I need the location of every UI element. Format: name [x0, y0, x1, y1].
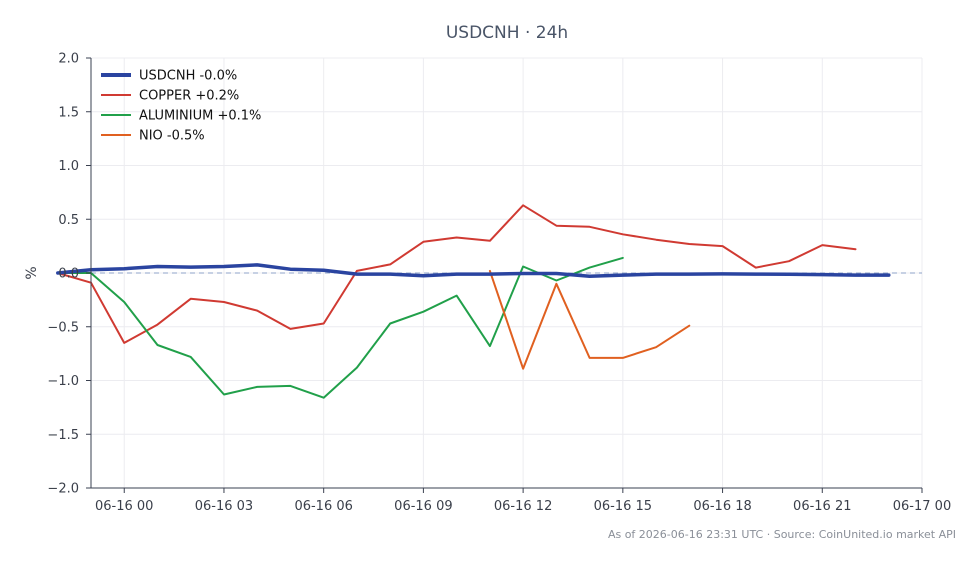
x-tick-label: 06-16 21 [793, 499, 851, 514]
x-tick-label: 06-16 15 [594, 499, 652, 514]
source-footer: As of 2026-06-16 23:31 UTC · Source: Coi… [608, 528, 956, 541]
y-axis-label: % [24, 266, 40, 279]
y-tick-label: 0.0 [58, 267, 79, 282]
series-line-copper [56, 204, 857, 344]
series-lines [56, 204, 891, 399]
x-tick-label: 06-16 00 [95, 499, 153, 514]
chart-title: USDCNH · 24h [446, 23, 568, 43]
x-tick-label: 06-16 12 [494, 499, 552, 514]
legend-label-usdcnh: USDCNH -0.0% [139, 69, 237, 84]
y-tick-label: 1.5 [58, 105, 79, 120]
legend-label-copper: COPPER +0.2% [139, 89, 239, 104]
series-line-aluminium [56, 256, 624, 399]
y-axis-ticks: −2.0 −1.5 −1.0 −0.5 0.0 0.5 1.0 1.5 2.0 [47, 52, 91, 497]
x-tick-label: 06-16 06 [294, 499, 352, 514]
y-tick-label: −2.0 [47, 482, 79, 497]
x-tick-label: 06-16 18 [693, 499, 751, 514]
series-line-usdcnh [56, 263, 891, 278]
legend: USDCNH -0.0% COPPER +0.2% ALUMINIUM +0.1% N… [101, 69, 261, 144]
y-tick-label: −1.5 [47, 428, 79, 443]
legend-label-aluminium: ALUMINIUM +0.1% [139, 109, 261, 124]
y-tick-label: 2.0 [58, 52, 79, 67]
series-line-nio [488, 269, 691, 370]
y-tick-label: 0.5 [58, 213, 79, 228]
x-axis-ticks: 06-16 00 06-16 03 06-16 06 06-16 09 06-16 12… [95, 488, 951, 514]
y-tick-label: −1.0 [47, 374, 79, 389]
y-tick-label: −0.5 [47, 320, 79, 335]
x-tick-label: 06-16 03 [195, 499, 253, 514]
x-tick-label: 06-16 09 [394, 499, 452, 514]
y-tick-label: 1.0 [58, 159, 79, 174]
x-tick-label: 06-17 00 [893, 499, 951, 514]
legend-label-nio: NIO -0.5% [139, 129, 205, 144]
